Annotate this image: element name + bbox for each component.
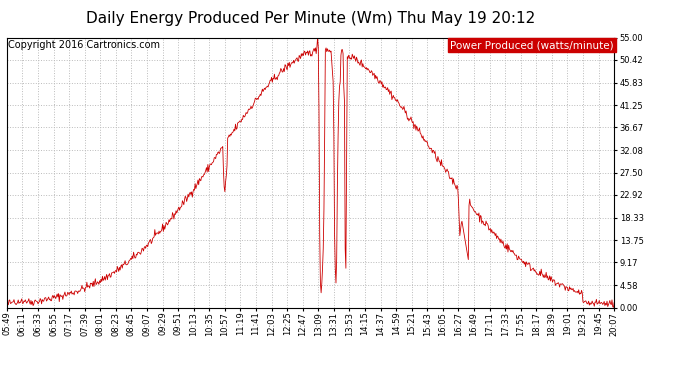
Text: Power Produced (watts/minute): Power Produced (watts/minute) [450,40,613,50]
Text: Copyright 2016 Cartronics.com: Copyright 2016 Cartronics.com [8,40,159,50]
Text: Daily Energy Produced Per Minute (Wm) Thu May 19 20:12: Daily Energy Produced Per Minute (Wm) Th… [86,11,535,26]
